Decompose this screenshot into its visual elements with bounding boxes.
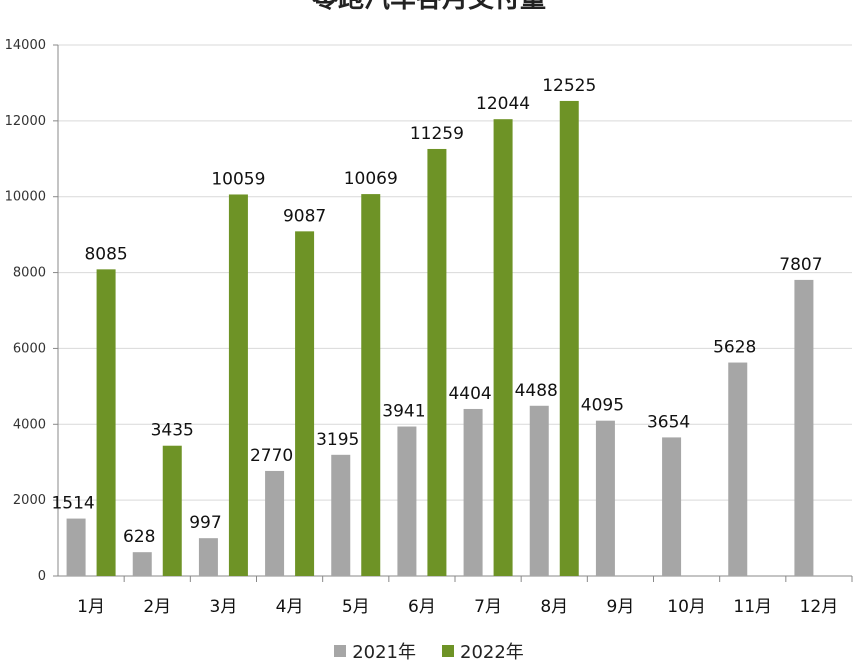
legend: 2021年 2022年 (0, 638, 858, 664)
data-label: 11259 (410, 124, 464, 144)
data-label: 9087 (283, 206, 326, 226)
bar-2021年-2月 (132, 552, 152, 576)
x-tick-label: 1月 (77, 597, 105, 617)
bar-2021年-1月 (66, 518, 86, 576)
bar-2021年-11月 (728, 362, 748, 576)
data-label: 7807 (779, 255, 822, 275)
y-tick-label: 0 (38, 569, 46, 584)
bar-2021年-4月 (265, 470, 285, 576)
legend-label-2021: 2021年 (352, 642, 416, 663)
data-label: 997 (189, 513, 221, 533)
x-tick-label: 12月 (800, 597, 839, 617)
bar-2021年-6月 (397, 426, 417, 576)
data-label: 628 (123, 527, 155, 547)
x-tick-label: 7月 (474, 597, 502, 617)
bar-2022年-4月 (295, 231, 315, 576)
data-label: 3654 (647, 412, 690, 432)
x-tick-label: 11月 (733, 597, 772, 617)
bar-2021年-12月 (794, 279, 814, 576)
data-label: 12044 (476, 94, 530, 114)
bar-2021年-3月 (198, 538, 218, 576)
legend-swatch-2021 (334, 645, 347, 657)
bar-2021年-7月 (463, 408, 483, 576)
bar-2022年-7月 (493, 119, 513, 576)
data-label: 3195 (316, 430, 359, 450)
bar-2021年-10月 (662, 437, 682, 576)
bar-2021年-5月 (331, 454, 351, 576)
bar-2022年-3月 (228, 194, 248, 576)
x-tick-label: 6月 (408, 597, 436, 617)
data-label: 3435 (151, 421, 194, 441)
data-label: 5628 (713, 338, 756, 358)
y-tick-label: 12000 (5, 114, 46, 129)
data-label: 10069 (344, 169, 398, 189)
x-tick-label: 2月 (143, 597, 171, 617)
x-tick-label: 4月 (276, 597, 304, 617)
data-label: 12525 (542, 76, 596, 96)
x-tick-label: 9月 (607, 597, 635, 617)
data-label: 8085 (84, 244, 127, 264)
legend-item-2022: 2022年 (442, 638, 524, 664)
data-label: 2770 (250, 446, 293, 466)
bar-2022年-5月 (361, 194, 381, 576)
bar-2021年-9月 (595, 420, 615, 576)
data-label: 3941 (382, 402, 425, 422)
y-tick-label: 14000 (5, 38, 46, 53)
data-label: 4404 (448, 384, 491, 404)
x-tick-label: 8月 (540, 597, 568, 617)
data-label: 10059 (211, 169, 265, 189)
x-tick-label: 10月 (667, 597, 706, 617)
y-tick-label: 8000 (13, 266, 46, 281)
data-label: 4095 (581, 396, 624, 416)
y-tick-label: 10000 (5, 190, 46, 205)
chart-title: 零跑汽车各月交付量 (0, 0, 858, 15)
y-tick-label: 6000 (13, 341, 46, 356)
legend-label-2022: 2022年 (460, 642, 524, 663)
bar-2022年-6月 (427, 148, 447, 576)
x-tick-label: 3月 (210, 597, 238, 617)
bar-2022年-2月 (162, 445, 182, 576)
data-label: 1514 (51, 494, 94, 514)
y-tick-label: 4000 (13, 417, 46, 432)
bar-2022年-8月 (559, 100, 579, 576)
legend-swatch-2022 (442, 645, 454, 657)
data-label: 4488 (515, 381, 558, 401)
bar-2022年-1月 (96, 269, 116, 576)
bar-2021年-8月 (529, 405, 549, 576)
x-tick-label: 5月 (342, 597, 370, 617)
y-tick-label: 2000 (13, 493, 46, 508)
legend-item-2021: 2021年 (334, 638, 416, 664)
